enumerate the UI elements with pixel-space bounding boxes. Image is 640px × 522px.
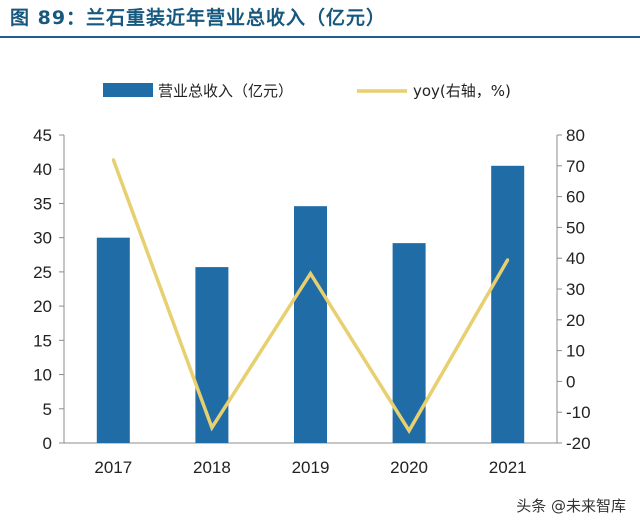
x-tick-label: 2020 <box>390 458 428 477</box>
bar <box>96 237 130 443</box>
right-tick-label: 40 <box>566 249 585 268</box>
right-tick-label: 0 <box>566 372 575 391</box>
yoy-point <box>506 258 510 262</box>
yoy-point <box>309 272 312 276</box>
left-tick-label: 45 <box>33 126 52 145</box>
right-tick-label: 30 <box>566 280 585 299</box>
figure-title-bar: 图 89：兰石重装近年营业总收入（亿元） <box>0 0 640 38</box>
right-tick-label: 10 <box>566 342 585 361</box>
watermark: 头条 @未来智库 <box>516 497 626 515</box>
x-tick-label: 2021 <box>489 458 527 477</box>
right-tick-label: 80 <box>566 126 585 145</box>
yoy-point <box>210 426 214 430</box>
left-tick-label: 10 <box>33 366 52 385</box>
left-tick-label: 0 <box>43 434 52 453</box>
left-tick-label: 40 <box>33 160 52 179</box>
left-tick-label: 30 <box>33 229 52 248</box>
yoy-point <box>111 158 115 162</box>
legend-line-label: yoy(右轴，%) <box>413 82 511 100</box>
bar <box>195 267 229 443</box>
left-tick-label: 20 <box>33 297 52 316</box>
right-tick-label: -10 <box>566 403 591 422</box>
x-tick-label: 2018 <box>193 458 231 477</box>
bar <box>294 206 327 443</box>
left-tick-label: 35 <box>33 194 52 213</box>
right-tick-label: 50 <box>566 218 585 237</box>
x-tick-label: 2017 <box>94 458 132 477</box>
right-tick-label: 70 <box>566 157 585 176</box>
legend-bar-swatch <box>103 83 153 97</box>
left-tick-label: 25 <box>33 263 52 282</box>
figure-title: 图 89：兰石重装近年营业总收入（亿元） <box>10 7 387 29</box>
bar <box>491 165 525 444</box>
right-tick-label: 60 <box>566 188 585 207</box>
x-tick-label: 2019 <box>292 458 330 477</box>
left-tick-label: 5 <box>43 400 52 419</box>
yoy-point <box>407 429 411 433</box>
right-tick-label: -20 <box>566 434 591 453</box>
legend-bar-label: 营业总收入（亿元） <box>158 82 293 100</box>
left-tick-label: 15 <box>33 331 52 350</box>
right-tick-label: 20 <box>566 311 585 330</box>
